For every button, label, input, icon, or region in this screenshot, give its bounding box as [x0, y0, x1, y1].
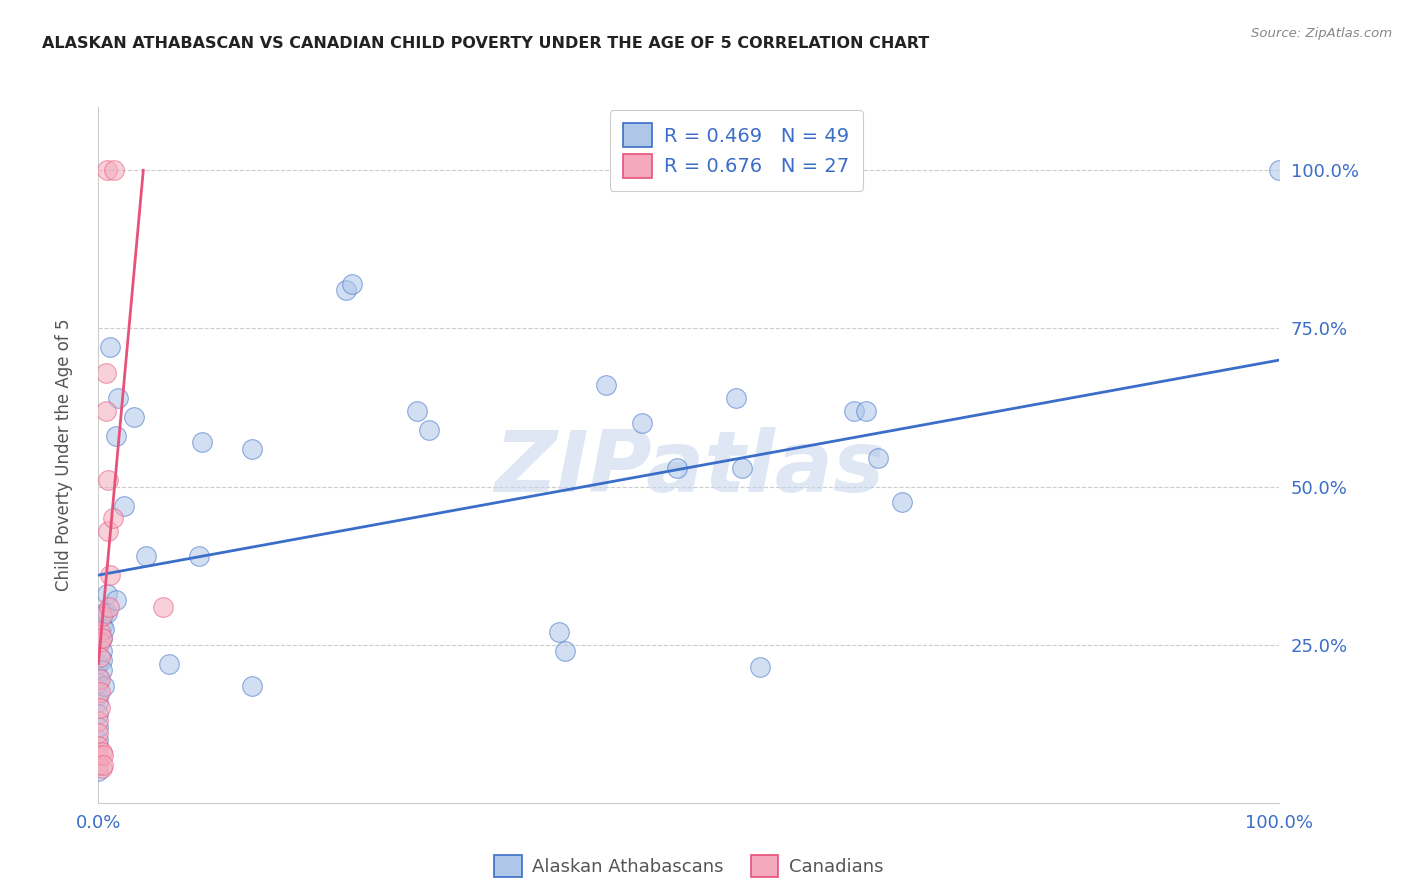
Point — [103, 163, 125, 178]
Point — [122, 409, 145, 424]
Point — [87, 675, 110, 690]
Y-axis label: Child Poverty Under the Age of 5: Child Poverty Under the Age of 5 — [55, 318, 73, 591]
Point — [240, 679, 263, 693]
Point — [731, 460, 754, 475]
Point — [105, 429, 128, 443]
Point — [187, 549, 209, 563]
Point — [96, 587, 118, 601]
Point — [91, 653, 114, 667]
Point — [91, 748, 114, 763]
Point — [335, 284, 357, 298]
Point — [96, 163, 118, 178]
Point — [91, 663, 114, 677]
Point — [725, 391, 748, 405]
Point — [89, 634, 111, 648]
Point — [418, 423, 440, 437]
Point — [240, 442, 263, 456]
Point — [98, 599, 121, 614]
Point — [98, 340, 121, 354]
Point — [890, 495, 912, 509]
Point — [87, 657, 110, 671]
Point — [91, 761, 114, 775]
Point — [87, 669, 110, 683]
Point — [666, 460, 689, 475]
Point — [91, 632, 114, 646]
Point — [97, 524, 120, 538]
Point — [93, 679, 115, 693]
Point — [87, 732, 110, 747]
Point — [87, 739, 110, 753]
Point — [748, 660, 770, 674]
Point — [87, 695, 110, 709]
Point — [87, 714, 110, 728]
Text: ZIPatlas: ZIPatlas — [494, 427, 884, 510]
Point — [89, 625, 111, 640]
Point — [112, 499, 135, 513]
Point — [87, 726, 110, 740]
Point — [87, 688, 110, 702]
Point — [89, 673, 111, 687]
Point — [135, 549, 157, 563]
Point — [87, 748, 110, 763]
Point — [548, 625, 571, 640]
Point — [107, 391, 129, 405]
Point — [630, 417, 652, 431]
Point — [97, 473, 120, 487]
Point — [94, 403, 117, 417]
Point — [855, 403, 877, 417]
Point — [93, 606, 115, 620]
Point — [866, 451, 889, 466]
Point — [595, 378, 617, 392]
Point — [844, 403, 866, 417]
Point — [342, 277, 364, 292]
Point — [89, 650, 111, 665]
Point — [157, 657, 180, 671]
Point — [91, 618, 114, 632]
Point — [554, 644, 576, 658]
Point — [93, 622, 115, 636]
Point — [91, 632, 114, 646]
Point — [87, 720, 110, 734]
Point — [91, 757, 114, 772]
Point — [152, 599, 174, 614]
Point — [1268, 163, 1291, 178]
Point — [105, 593, 128, 607]
Text: Source: ZipAtlas.com: Source: ZipAtlas.com — [1251, 27, 1392, 40]
Point — [96, 606, 118, 620]
Point — [87, 757, 110, 772]
Point — [796, 163, 818, 178]
Point — [87, 764, 110, 779]
Point — [91, 644, 114, 658]
Point — [94, 366, 117, 380]
Point — [91, 609, 114, 624]
Text: ALASKAN ATHABASCAN VS CANADIAN CHILD POVERTY UNDER THE AGE OF 5 CORRELATION CHAR: ALASKAN ATHABASCAN VS CANADIAN CHILD POV… — [42, 36, 929, 51]
Point — [101, 511, 124, 525]
Point — [87, 707, 110, 722]
Point — [98, 568, 121, 582]
Point — [89, 701, 111, 715]
Point — [91, 745, 114, 759]
Point — [406, 403, 429, 417]
Legend: Alaskan Athabascans, Canadians: Alaskan Athabascans, Canadians — [488, 847, 890, 884]
Point — [89, 685, 111, 699]
Point — [191, 435, 214, 450]
